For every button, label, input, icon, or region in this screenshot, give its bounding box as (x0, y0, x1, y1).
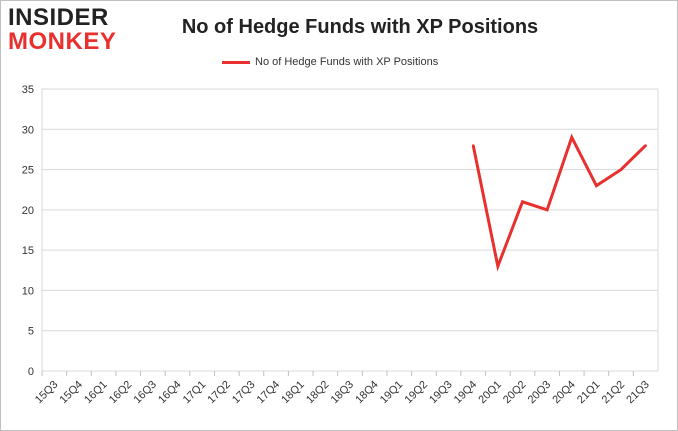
x-tick-label: 18Q3 (329, 379, 357, 407)
x-tick-label: 16Q2 (107, 379, 135, 407)
x-tick-label: 16Q3 (131, 379, 159, 407)
data-point (595, 184, 598, 187)
x-tick-label: 20Q2 (501, 379, 529, 407)
y-tick-label: 25 (22, 165, 34, 177)
logo-line-2: MONKEY (8, 28, 117, 55)
x-tick-label: 20Q1 (476, 379, 504, 407)
x-tick-label: 17Q3 (230, 379, 258, 407)
y-tick-label: 0 (28, 366, 34, 378)
x-tick-label: 16Q4 (156, 379, 184, 407)
x-tick-label: 16Q1 (82, 379, 110, 407)
chart-title: No of Hedge Funds with XP Positions (181, 16, 539, 38)
y-tick-label: 15 (22, 245, 34, 257)
x-tick-label: 15Q4 (58, 379, 86, 407)
x-tick-label: 21Q3 (624, 379, 652, 407)
data-point (472, 144, 475, 147)
legend-swatch (222, 60, 250, 64)
legend-label: No of Hedge Funds with XP Positions (255, 56, 439, 68)
data-point (545, 208, 549, 212)
y-tick-label: 20 (22, 205, 34, 217)
x-tick-label: 17Q2 (205, 379, 233, 407)
y-tick-label: 5 (28, 326, 34, 338)
insider-monkey-logo: INSIDER MONKEY (8, 6, 128, 56)
data-point (619, 168, 623, 171)
data-point (570, 136, 573, 139)
data-point (496, 265, 500, 268)
x-tick-label: 19Q1 (378, 379, 406, 407)
data-point (644, 144, 647, 147)
chart-legend: No of Hedge Funds with XP Positions (222, 53, 438, 71)
x-tick-label: 20Q4 (550, 379, 578, 407)
x-tick-label: 21Q1 (575, 379, 603, 407)
data-point (521, 200, 524, 203)
x-tick-label: 21Q2 (600, 379, 628, 407)
x-tick-label: 19Q4 (452, 379, 480, 407)
x-tick-label: 18Q1 (279, 379, 307, 407)
y-tick-label: 35 (22, 84, 34, 96)
x-tick-label: 18Q4 (353, 379, 381, 407)
x-tick-label: 18Q2 (304, 379, 332, 407)
x-tick-label: 15Q3 (33, 379, 61, 407)
y-tick-label: 10 (22, 285, 34, 297)
x-tick-label: 19Q3 (427, 379, 455, 407)
series-line (471, 133, 647, 272)
x-tick-label: 19Q2 (403, 379, 431, 407)
x-tick-label: 20Q3 (526, 379, 554, 407)
x-tick-label: 17Q4 (255, 379, 283, 407)
x-tick-label: 17Q1 (181, 379, 209, 407)
y-tick-label: 30 (22, 124, 34, 136)
logo-line-1: INSIDER (8, 4, 109, 31)
